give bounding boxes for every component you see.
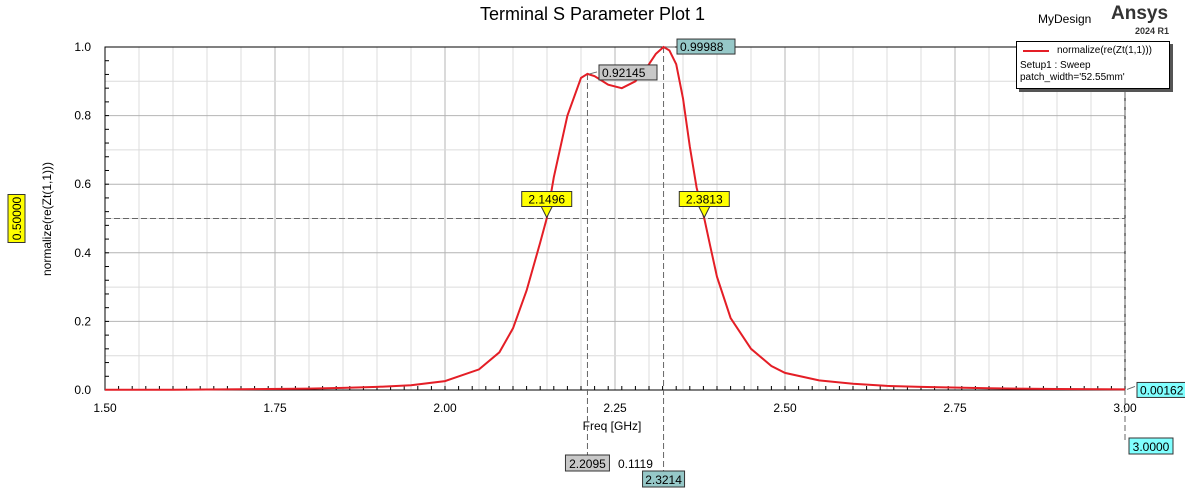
brand-version: 2024 R1 xyxy=(1135,26,1170,36)
legend-setup: Setup1 : Sweep xyxy=(1020,60,1091,71)
legend[interactable]: normalize(re(Zt(1,1))) Setup1 : Sweep pa… xyxy=(1016,41,1170,89)
end-x-label: 3.0000 xyxy=(1128,437,1174,455)
brand-logo: Ansys xyxy=(1111,3,1169,24)
y-axis-label: normalize(re(Zt(1,1))) xyxy=(40,162,54,276)
local-peak-leader xyxy=(589,71,598,75)
crossing-high-marker-label: 2.3813 xyxy=(678,191,730,207)
end-value-label: 0.00162 xyxy=(1136,381,1185,398)
marker-lines xyxy=(105,47,1126,471)
y-tick-label: 0.2 xyxy=(74,314,91,328)
end-value-label-box xyxy=(1136,381,1185,398)
crossing-high-marker-label-box xyxy=(678,191,730,207)
x-tick-label: 1.50 xyxy=(93,401,117,415)
peak-label-text: 0.99988 xyxy=(680,40,724,54)
x-tick-label: 2.50 xyxy=(773,401,797,415)
x-axis-label: Freq [GHz] xyxy=(583,419,642,433)
chart-title: Terminal S Parameter Plot 1 xyxy=(479,4,706,24)
end-leader xyxy=(1126,385,1136,390)
marker-labels: 0.50000 2.1496 2.3813 0.92145 0.99988 0.00162… xyxy=(7,38,1185,488)
end-value-label-text: 0.00162 xyxy=(1140,383,1184,397)
local-peak-label-box xyxy=(598,64,658,81)
y-tick-label: 0.4 xyxy=(74,246,91,260)
legend-series-name: normalize(re(Zt(1,1))) xyxy=(1057,45,1153,56)
x-tick-label: 2.25 xyxy=(603,401,627,415)
x-tick-label: 2.75 xyxy=(943,401,967,415)
y-tick-label: 0.0 xyxy=(74,383,91,397)
y-tick-label: 1.0 xyxy=(74,40,91,54)
end-x-label-box xyxy=(1128,437,1174,455)
x-tick-label: 1.75 xyxy=(263,401,287,415)
legend-variation: patch_width='52.55mm' xyxy=(1020,72,1125,83)
x-axis-tick-labels: 1.50 1.75 2.00 2.25 2.50 2.75 3.00 xyxy=(93,401,1137,415)
y-marker-label: 0.50000 xyxy=(7,194,26,243)
y-axis-tick-labels: 0.0 0.2 0.4 0.6 0.8 1.0 xyxy=(74,40,91,397)
peak-label-box xyxy=(676,38,736,55)
local-peak-x-label-box xyxy=(564,454,610,472)
y-tick-label: 0.6 xyxy=(74,177,91,191)
design-name: MyDesign xyxy=(1038,12,1092,26)
local-peak-x-label-text: 2.2095 xyxy=(569,457,606,471)
local-peak-label: 0.92145 xyxy=(598,64,658,81)
x-tick-label: 2.00 xyxy=(433,401,457,415)
crossing-low-marker-label: 2.1496 xyxy=(521,191,573,207)
crossing-high-marker-label-text: 2.3813 xyxy=(686,193,723,207)
delta-x-label: 0.1119 xyxy=(618,457,653,471)
y-tick-label: 0.8 xyxy=(74,109,91,123)
local-peak-x-label: 2.2095 xyxy=(564,454,610,472)
crossing-low-marker-label-text: 2.1496 xyxy=(528,193,565,207)
crossing-low-marker-label-box xyxy=(521,191,573,207)
legend-swatch xyxy=(1023,50,1049,52)
peak-x-label-box xyxy=(642,470,686,488)
peak-x-label-text: 2.3214 xyxy=(645,473,682,487)
y-marker-label-box xyxy=(7,194,26,243)
peak-x-label: 2.3214 xyxy=(642,470,686,488)
peak-label: 0.99988 xyxy=(676,38,736,55)
local-peak-label-text: 0.92145 xyxy=(602,66,646,80)
y-marker-label-text: 0.50000 xyxy=(10,196,24,240)
end-x-label-text: 3.0000 xyxy=(1133,440,1170,454)
